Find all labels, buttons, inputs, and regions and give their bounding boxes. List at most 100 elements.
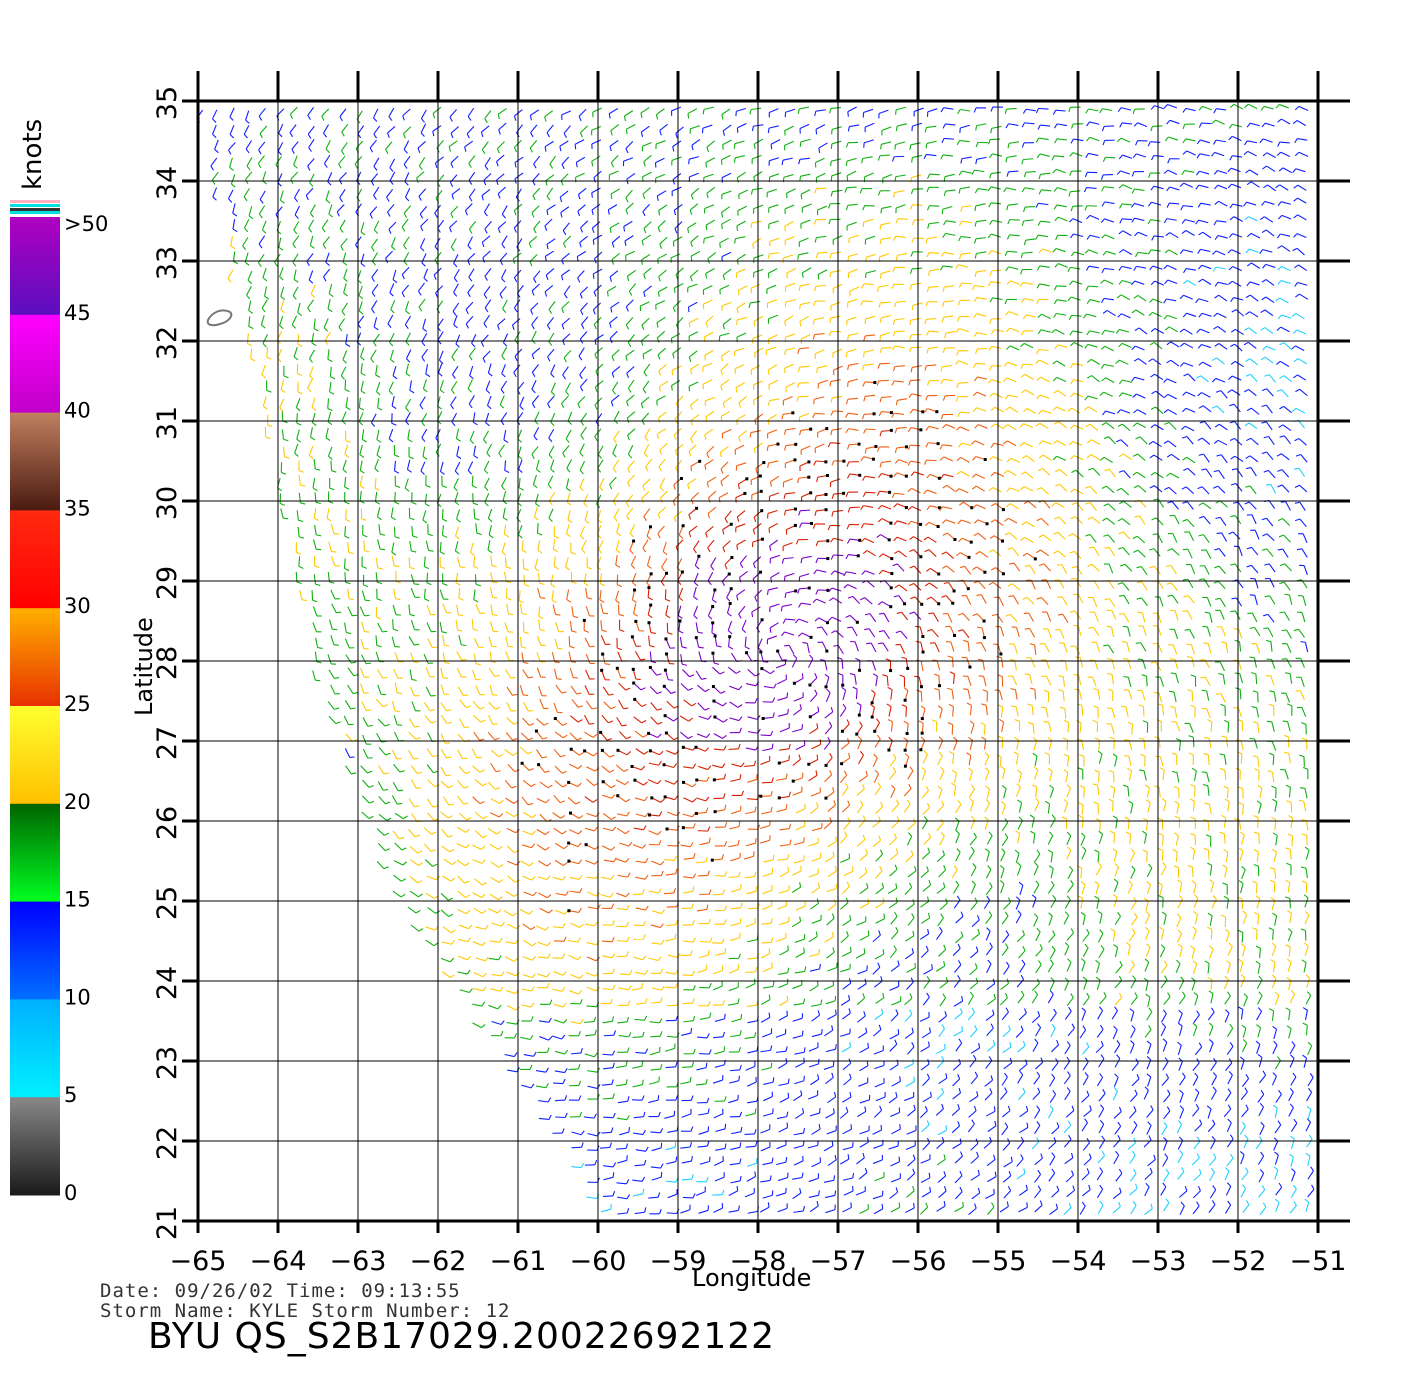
wind-barb [603,701,612,710]
wind-barb [504,956,515,962]
wind-barb-tick [1289,1103,1294,1108]
wind-barb-tick [1190,784,1196,788]
wind-barb-tick [845,614,851,618]
wind-barb [378,747,387,756]
wind-barb-tick [612,920,615,926]
wind-barb [799,573,810,578]
rain-flag [601,652,605,656]
wind-barb-tick [382,704,388,708]
wind-barb-tick [864,1167,868,1173]
wind-barb-tick [570,551,576,555]
wind-barb [1272,1044,1278,1055]
wind-barb-tick [1117,1134,1121,1140]
wind-barb [649,814,660,817]
wind-barb [1275,835,1278,846]
wind-barb-tick [1066,895,1071,901]
wind-barb [905,1145,916,1151]
wind-barb [1210,929,1213,940]
wind-barb [568,990,579,995]
wind-barb [344,748,351,758]
wind-barb-tick [1086,928,1090,934]
wind-barb [507,875,516,883]
wind-barb [328,669,335,679]
wind-barb [490,555,493,566]
wind-barb [890,964,900,972]
wind-barb-tick [1310,1166,1314,1172]
wind-barb [837,645,844,655]
wind-barb-tick [951,769,957,774]
wind-barb [1160,929,1165,940]
wind-barb [327,571,330,582]
wind-barb-tick [705,796,710,802]
wind-barb [585,972,596,977]
wind-barb [984,755,990,766]
wind-barb-tick [767,1202,770,1208]
wind-barb [534,558,539,569]
wind-barb [1240,740,1244,751]
wind-barb [1031,705,1034,716]
wind-barb [698,954,709,959]
wind-barb [648,1099,659,1104]
wind-barb [953,740,958,751]
wind-barb-tick [849,673,855,676]
wind-barb-tick [1100,945,1105,950]
wind-barb-tick [707,715,712,720]
wind-barb-tick [944,1043,946,1049]
wind-barb [890,916,898,925]
wind-barb [1161,1077,1169,1086]
wind-barb-tick [1249,594,1255,596]
wind-barb-tick [475,583,481,587]
wind-barb [539,813,548,822]
wind-barb [936,1205,946,1212]
wind-barb [938,789,943,800]
wind-barb [698,651,703,662]
wind-barb-tick [723,718,728,723]
wind-barb [866,580,875,588]
wind-barb [1032,1042,1039,1052]
wind-barb-tick [990,1023,994,1029]
wind-barb-tick [941,1103,945,1109]
wind-barb-tick [1191,767,1197,772]
wind-barb [1065,1110,1075,1118]
wind-barb [810,1078,820,1086]
wind-barb [1178,740,1182,751]
wind-barb [440,702,448,712]
wind-barb-tick [1088,1153,1092,1159]
wind-barb [1129,1188,1138,1196]
rain-flag [889,605,893,609]
wind-barb [952,673,956,684]
wind-barb [537,588,541,598]
wind-barb [1144,1029,1152,1038]
wind-barb [458,587,461,599]
wind-barb [904,952,914,960]
wind-barb-tick [834,1190,837,1196]
wind-barb [504,779,513,789]
wind-barb-tick [1094,849,1100,853]
colorbar-bin [10,706,60,805]
wind-barb-tick [701,677,707,680]
wind-barb-tick [463,802,469,805]
wind-barb-tick [706,1097,710,1103]
wind-barb-tick [1049,1105,1054,1110]
wind-barb [874,1109,882,1118]
wind-barb [1160,1013,1167,1023]
wind-barb-tick [971,880,976,885]
wind-barb [1067,869,1074,880]
wind-barb [761,998,771,1005]
wind-barb-tick [926,1137,931,1143]
wind-barb [714,1050,725,1055]
wind-barb [712,893,723,896]
wind-barb [408,636,415,646]
wind-barb [859,1065,869,1072]
wind-barb [1257,1155,1265,1165]
wind-barb [886,676,889,687]
wind-barb [586,766,596,772]
wind-barb [906,967,916,973]
wind-barb-tick [876,534,882,539]
wind-barb [890,689,893,700]
wind-barb-tick [1178,1136,1184,1141]
wind-barb-tick [675,1062,678,1068]
wind-barb [1114,1125,1122,1135]
rain-flag [712,778,716,782]
wind-barb [1066,787,1072,798]
